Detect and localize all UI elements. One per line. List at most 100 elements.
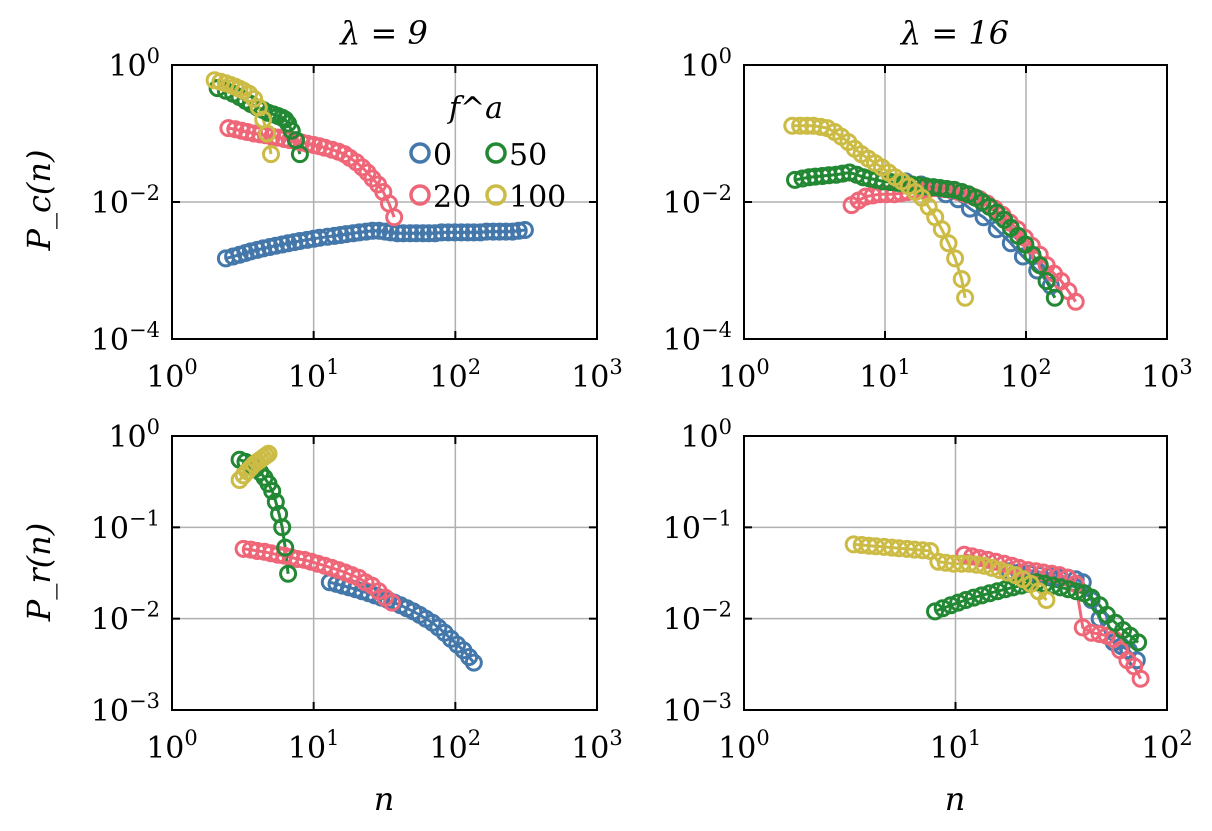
y-tick-label: 10−4 xyxy=(663,318,732,358)
y-tick-label: 10−4 xyxy=(91,318,160,358)
panel-bottom-right: 100 101 102 10−3 10−2 10−1 100 xyxy=(663,415,1193,766)
point-0 xyxy=(439,223,458,242)
point-0 xyxy=(363,221,382,240)
x-tick-label: 100 xyxy=(146,355,198,395)
point-0 xyxy=(407,224,426,243)
series-group xyxy=(205,71,534,268)
series-group xyxy=(844,535,1150,688)
point-0 xyxy=(357,222,376,241)
point-50 xyxy=(273,518,292,537)
x-tick-label: 103 xyxy=(1141,355,1193,395)
y-tick-label: 10−1 xyxy=(91,506,160,546)
point-50 xyxy=(1037,272,1056,291)
point-0 xyxy=(490,222,509,241)
y-tick-label: 100 xyxy=(680,415,732,455)
point-0 xyxy=(452,223,471,242)
point-0 xyxy=(445,223,464,242)
point-0 xyxy=(509,221,528,240)
y-tick-label: 10−3 xyxy=(663,689,732,729)
legend-marker-20 xyxy=(409,184,431,206)
point-50 xyxy=(972,586,991,605)
x-tick-label: 102 xyxy=(1000,355,1052,395)
point-50 xyxy=(1067,582,1086,601)
y-tick-label: 10−2 xyxy=(91,598,160,638)
x-tick-label: 103 xyxy=(571,726,623,766)
point-100 xyxy=(956,288,975,307)
point-100 xyxy=(990,561,1009,580)
point-50 xyxy=(793,169,812,188)
y-tick-label: 10−2 xyxy=(91,181,160,221)
point-50 xyxy=(279,564,298,583)
x-tick-label: 100 xyxy=(146,726,198,766)
point-50 xyxy=(800,168,819,187)
point-0 xyxy=(503,222,522,241)
point-50 xyxy=(964,588,983,607)
point-100 xyxy=(975,556,994,575)
x-tick-label: 102 xyxy=(1141,726,1193,766)
point-0 xyxy=(344,224,363,243)
legend-label-0: 0 xyxy=(433,138,452,173)
legend-entry-20: 20 xyxy=(409,180,471,215)
y-tick-label: 10−3 xyxy=(91,689,160,729)
point-50 xyxy=(1045,288,1064,307)
point-100 xyxy=(983,558,1002,577)
point-0 xyxy=(388,224,407,243)
point-0 xyxy=(477,222,496,241)
y-tick-label: 10−1 xyxy=(663,506,732,546)
title-top-right: λ = 16 xyxy=(899,14,1009,52)
point-0 xyxy=(432,223,451,242)
point-0 xyxy=(497,222,515,241)
point-20 xyxy=(385,208,404,227)
legend-marker-50 xyxy=(485,142,507,164)
point-0 xyxy=(464,223,483,242)
point-100 xyxy=(259,444,278,463)
point-100 xyxy=(939,234,958,253)
point-100 xyxy=(791,116,810,135)
point-0 xyxy=(464,653,483,672)
ylabel-bottom: P_r(n) xyxy=(20,523,58,622)
xlabel-bottom-right: n xyxy=(945,780,966,818)
point-100 xyxy=(998,563,1017,582)
point-0 xyxy=(401,224,420,243)
x-tick-label: 103 xyxy=(571,355,623,395)
legend-label-100: 100 xyxy=(509,180,566,215)
point-50 xyxy=(1051,578,1070,597)
point-50 xyxy=(282,121,301,140)
point-50 xyxy=(263,482,282,500)
legend-marker-0 xyxy=(409,142,431,164)
series-group xyxy=(783,116,1085,311)
point-50 xyxy=(276,538,295,557)
point-0 xyxy=(515,221,534,239)
point-100 xyxy=(932,220,951,239)
point-50 xyxy=(956,591,975,609)
point-50 xyxy=(1030,256,1049,275)
point-100 xyxy=(952,270,971,289)
point-0 xyxy=(471,223,490,242)
point-0 xyxy=(458,223,477,242)
point-100 xyxy=(240,84,259,103)
point-0 xyxy=(419,224,438,243)
x-tick-label: 102 xyxy=(430,726,482,766)
point-0 xyxy=(413,224,432,243)
point-20 xyxy=(1066,292,1085,311)
point-100 xyxy=(258,124,277,143)
point-0 xyxy=(394,224,413,243)
series-group xyxy=(230,444,483,672)
y-tick-label: 10−2 xyxy=(663,181,732,221)
x-tick-label: 101 xyxy=(288,726,340,766)
point-50 xyxy=(1129,633,1148,652)
x-tick-label: 102 xyxy=(430,355,482,395)
legend-title: f^a xyxy=(447,91,503,126)
point-100 xyxy=(1037,591,1056,609)
point-20 xyxy=(245,124,264,143)
point-50 xyxy=(933,599,952,618)
point-50 xyxy=(266,492,285,511)
y-tick-label: 100 xyxy=(680,44,732,84)
title-top-left: λ = 9 xyxy=(338,14,428,52)
x-tick-label: 101 xyxy=(930,726,982,766)
point-0 xyxy=(1013,247,1032,266)
legend-entry-50: 50 xyxy=(485,138,547,173)
point-0 xyxy=(350,223,369,242)
